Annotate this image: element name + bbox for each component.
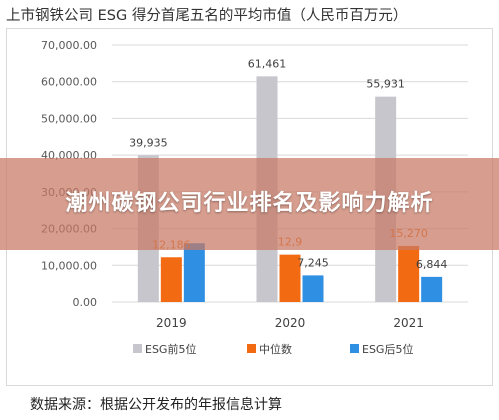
legend-label: ESG后5位 <box>362 342 413 356</box>
data-label: 6,844 <box>416 258 448 271</box>
legend-swatch <box>247 344 256 353</box>
x-tick-label: 2021 <box>393 316 424 330</box>
legend-swatch <box>133 344 142 353</box>
data-label: 7,245 <box>297 256 329 269</box>
y-tick-label: 70,000.00 <box>41 39 97 52</box>
x-tick-label: 2019 <box>156 316 187 330</box>
x-axis-ticks: 2019 2020 2021 <box>156 316 424 330</box>
bar-2019-series-2 <box>183 243 205 302</box>
data-label: 61,461 <box>248 57 287 70</box>
bar-2021-series-2 <box>421 276 443 302</box>
bar-2021-series-1 <box>398 245 420 302</box>
y-tick-label: 10,000.00 <box>41 259 97 272</box>
legend-label: 中位数 <box>259 342 292 356</box>
source-note: 数据来源：根据公开发布的年报信息计算 <box>30 397 282 413</box>
data-label: 55,931 <box>366 78 405 91</box>
chart-title: 上市钢铁公司 ESG 得分首尾五名的平均市值（人民币百万元） <box>6 8 408 24</box>
y-tick-label: 0.00 <box>73 296 98 309</box>
bar-2019-series-1 <box>160 257 182 302</box>
overlay-headline: 潮州碳钢公司行业排名及影响力解析 <box>65 191 434 216</box>
bar-2020-series-2 <box>302 275 324 302</box>
legend: ESG前5位 中位数 ESG后5位 <box>133 342 413 356</box>
data-label: 39,935 <box>129 136 168 149</box>
x-tick-label: 2020 <box>275 316 306 330</box>
legend-swatch <box>350 344 359 353</box>
bar-2020-series-1 <box>279 254 301 302</box>
y-tick-label: 60,000.00 <box>41 76 97 89</box>
y-tick-label: 50,000.00 <box>41 112 97 125</box>
legend-label: ESG前5位 <box>145 342 196 356</box>
overlay-banner: 潮州碳钢公司行业排名及影响力解析 <box>0 158 499 250</box>
